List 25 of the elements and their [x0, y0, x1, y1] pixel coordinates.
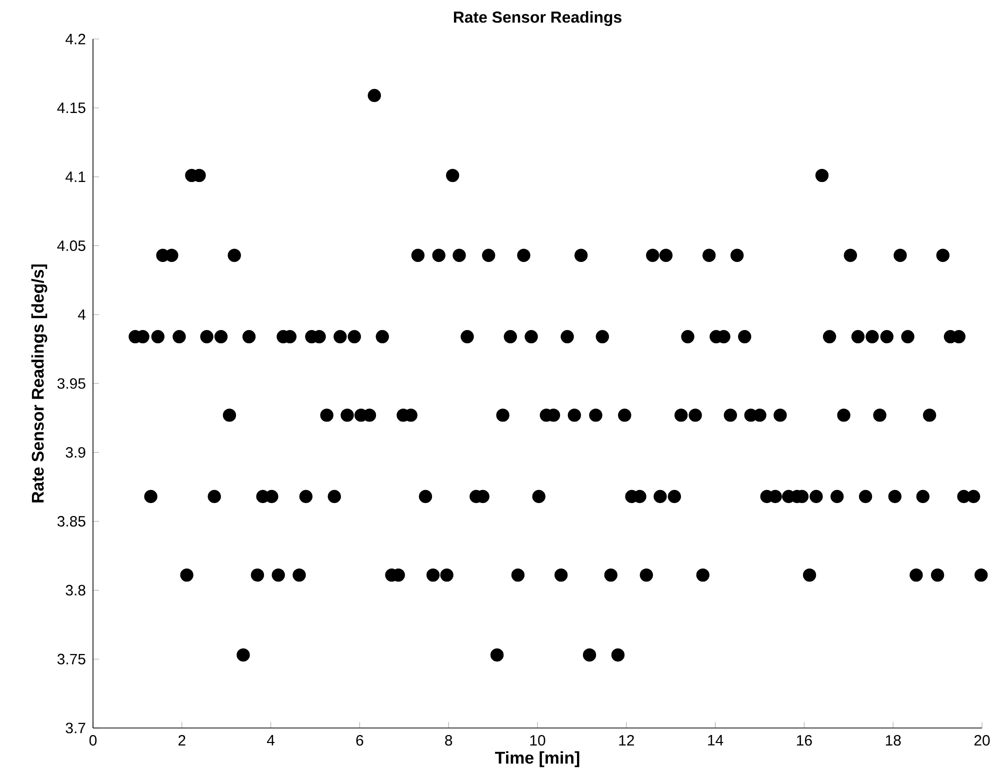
- x-tick-label: 8: [445, 735, 452, 746]
- x-tick-label: 18: [886, 735, 901, 746]
- x-tick-label: 16: [797, 735, 812, 746]
- y-tick-label: 4.2: [66, 34, 86, 44]
- y-tick-label: 3.8: [66, 584, 86, 596]
- y-tick-label: 3.75: [57, 654, 86, 664]
- x-tick-label: 12: [619, 735, 634, 746]
- chart-title: Rate Sensor Readings: [454, 11, 622, 26]
- x-axis-title: Time [min]: [495, 751, 580, 768]
- x-tick-label: 0: [89, 735, 97, 746]
- x-tick-label: 20: [974, 735, 990, 746]
- y-tick-label: 4.1: [66, 172, 86, 182]
- y-tick-label: 3.85: [57, 516, 86, 527]
- x-tick-label: 2: [178, 735, 186, 746]
- y-tick-label: 4.15: [57, 102, 86, 114]
- y-tick-label: 3.7: [66, 722, 86, 734]
- y-tick-label: 3.9: [66, 447, 86, 458]
- y-tick-label: 4.05: [57, 240, 86, 251]
- y-axis-title: Rate Sensor Readings [deg/s]: [31, 264, 48, 502]
- x-tick-label: 6: [356, 735, 364, 746]
- x-tick-label: 4: [266, 735, 275, 746]
- y-tick-label: 3.95: [57, 378, 86, 389]
- y-tick-label: 4: [78, 309, 86, 320]
- x-tick-label: 14: [708, 735, 724, 746]
- x-tick-label: 10: [530, 735, 546, 746]
